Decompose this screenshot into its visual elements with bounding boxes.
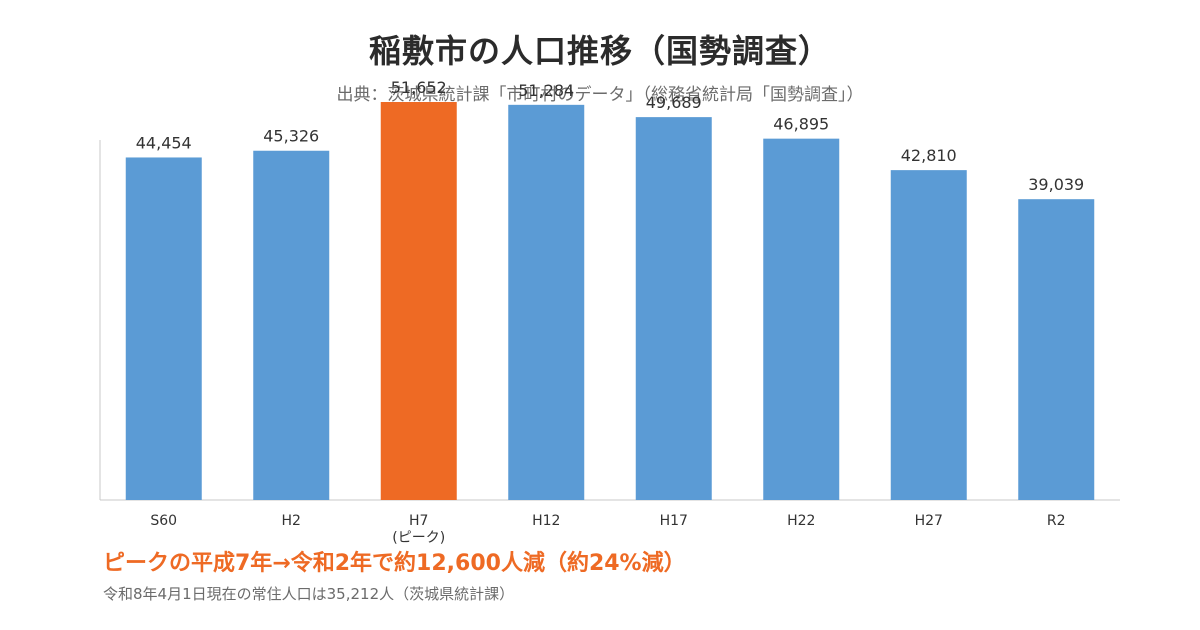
x-tick-label-R2: R2 (1047, 513, 1066, 529)
bar-H12 (508, 104, 585, 500)
data-label-R2: 39,039 (1028, 175, 1084, 194)
bars-group: 44,454 S60 45,326 H2 51,652 H7(ピーク) 51,284 H12 4… (125, 78, 1095, 546)
bar-H27 (890, 170, 967, 500)
bar-H2 (253, 150, 330, 500)
data-label-S60: 44,454 (136, 133, 192, 152)
x-tick-label-H22: H22 (787, 513, 815, 529)
bar-H22 (763, 138, 840, 500)
data-label-H22: 46,895 (773, 115, 829, 134)
bar-H7 (380, 102, 457, 500)
data-label-H17: 49,689 (646, 93, 702, 112)
summary-note: 令和8年4月1日現在の常住人口は35,212人（茨城県統計課） (103, 585, 515, 603)
bar-H17 (635, 117, 712, 500)
data-label-H12: 51,284 (518, 81, 574, 100)
bar-R2 (1018, 199, 1095, 501)
x-tick-label-H7: H7 (409, 513, 428, 529)
x-tick-label-S60: S60 (150, 513, 177, 529)
data-label-H7: 51,652 (391, 78, 447, 97)
x-tick-label-H2: H2 (282, 513, 301, 529)
summary-headline: ピークの平成7年→令和2年で約12,600人減（約24%減） (103, 551, 686, 576)
x-tick-sublabel-H7: (ピーク) (392, 530, 445, 546)
chart-subtitle: 出典：茨城県統計課「市町村のデータ」（総務省統計局「国勢調査」） (336, 85, 864, 105)
bar-S60 (125, 157, 202, 500)
data-label-H27: 42,810 (901, 146, 957, 165)
x-tick-label-H12: H12 (532, 513, 560, 529)
x-tick-label-H27: H27 (915, 513, 943, 529)
data-label-H2: 45,326 (263, 127, 319, 146)
chart-title: 稲敷市の人口推移（国勢調査） (368, 32, 831, 70)
x-tick-label-H17: H17 (660, 513, 688, 529)
